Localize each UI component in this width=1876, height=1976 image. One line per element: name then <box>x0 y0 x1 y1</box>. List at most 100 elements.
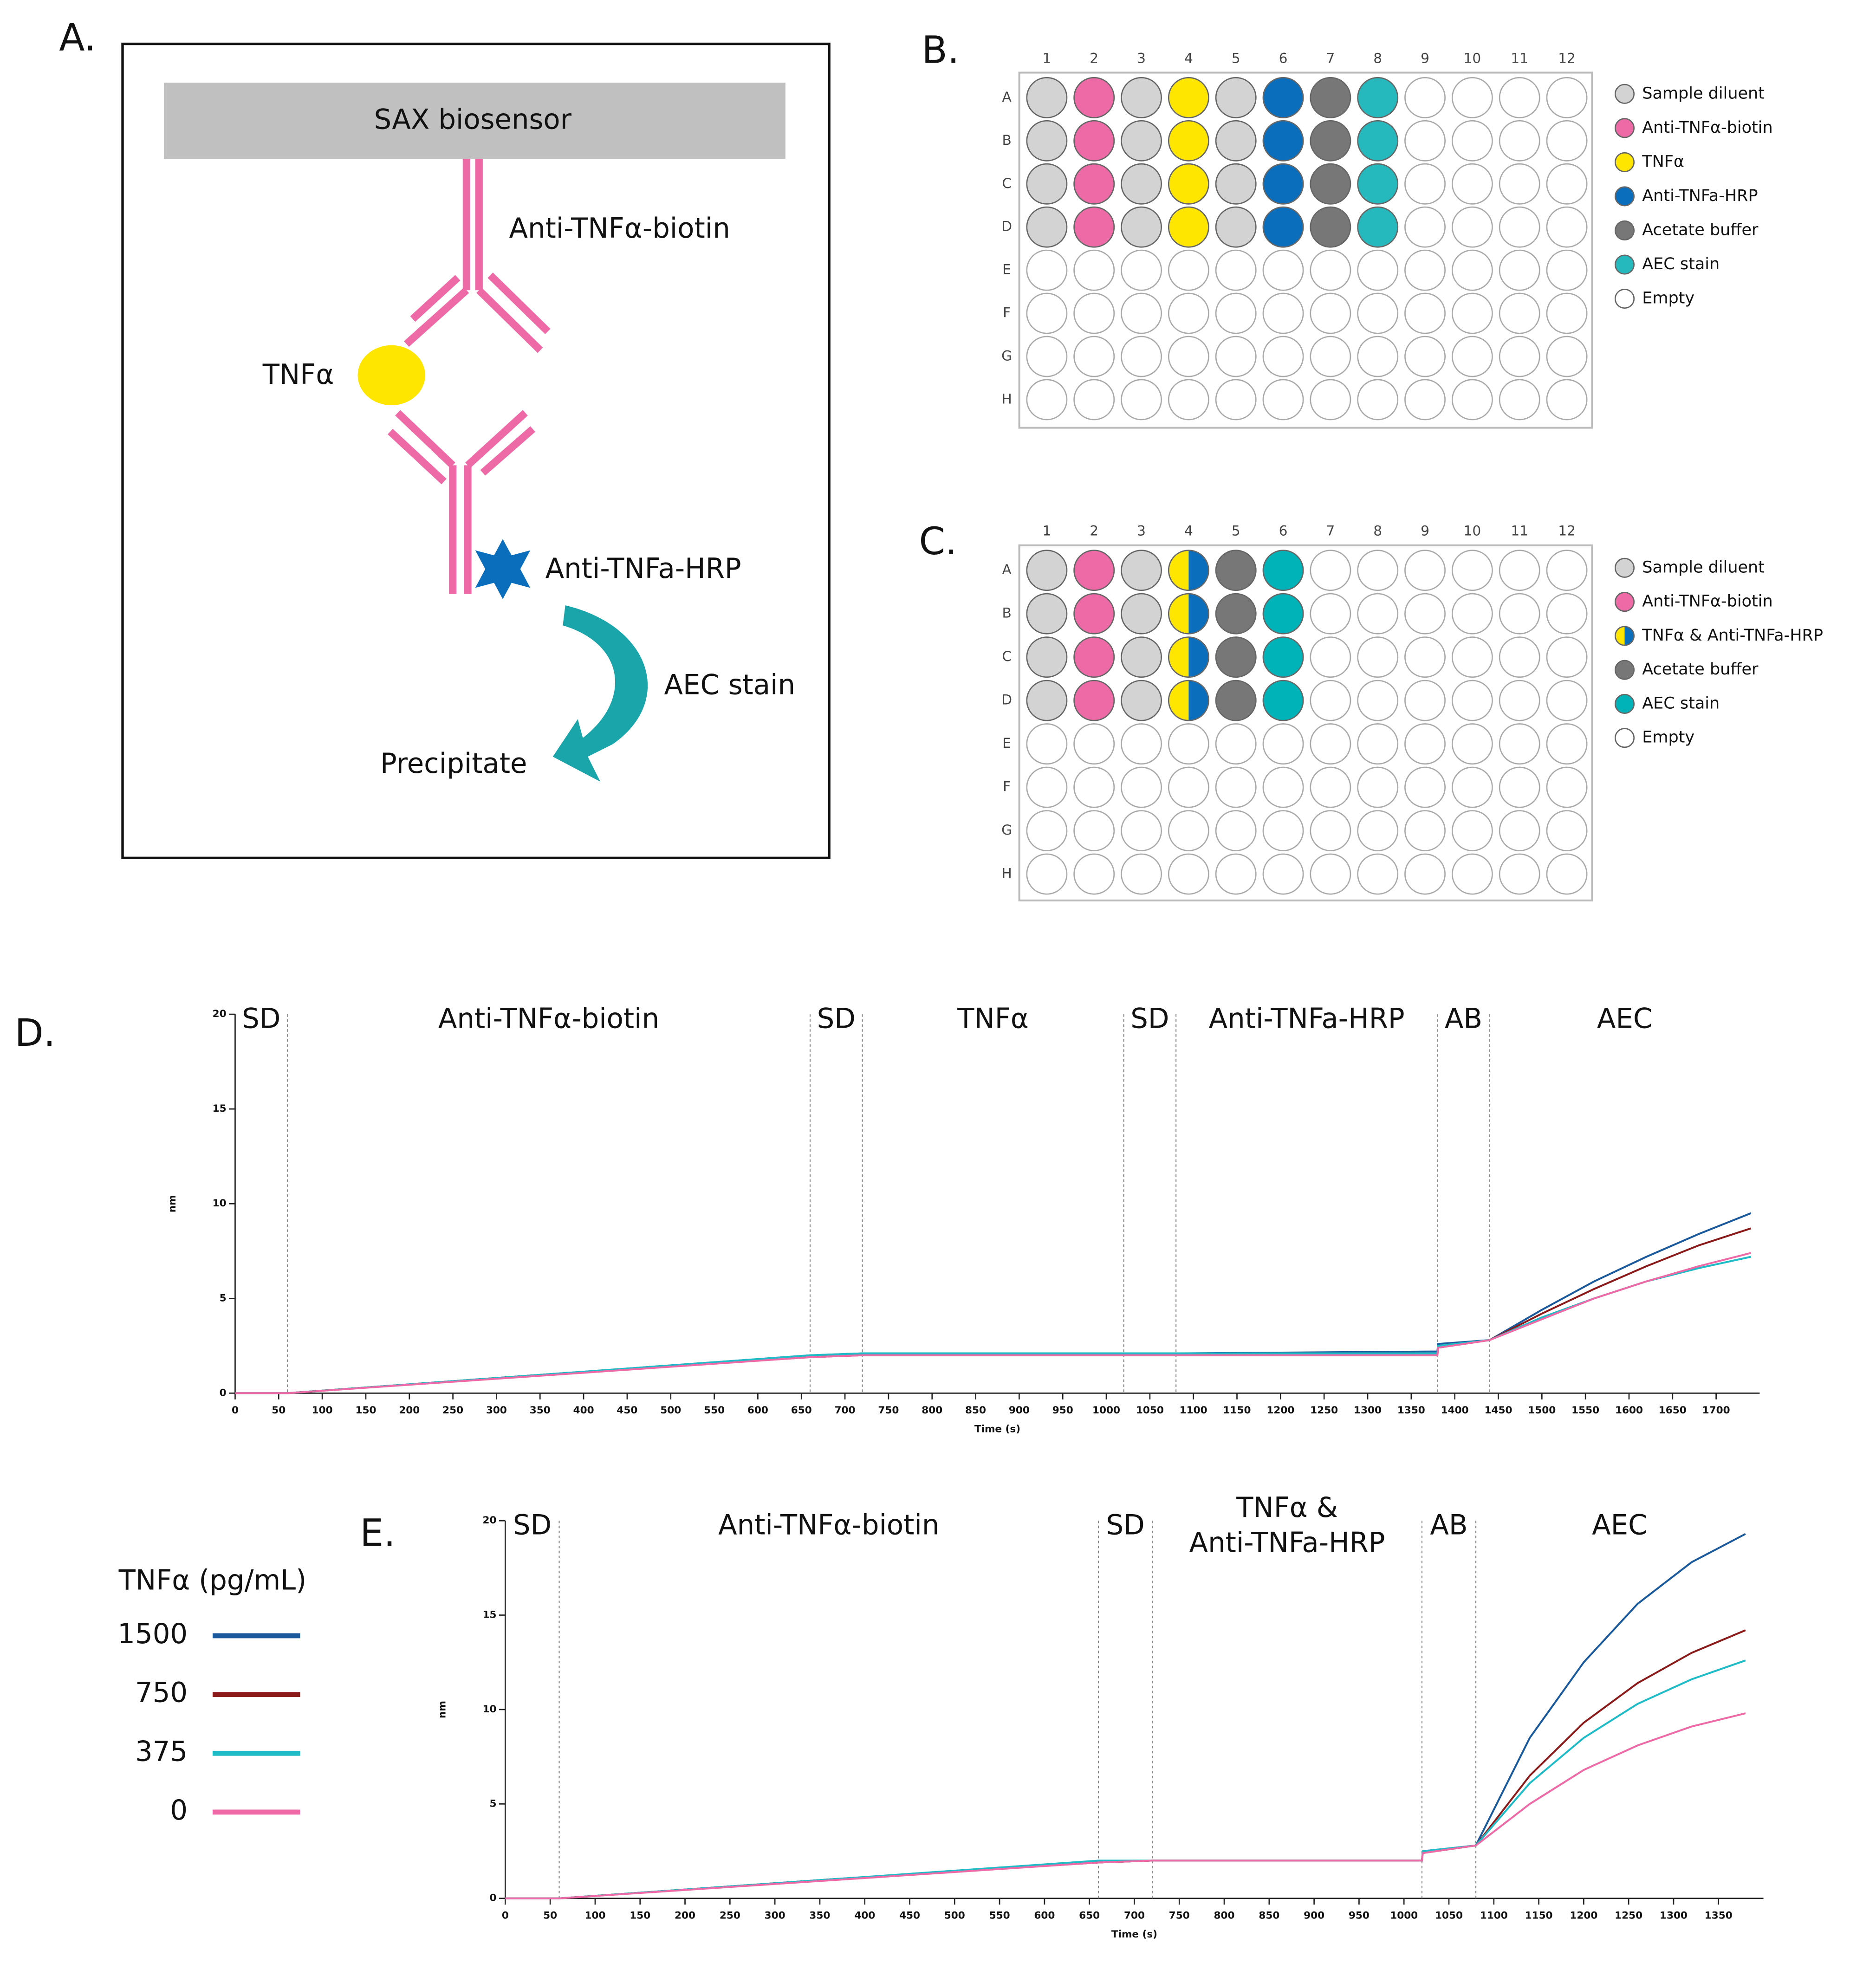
biosensor-label: SAX biosensor <box>374 104 572 136</box>
x-tick-label: 200 <box>399 1405 420 1416</box>
x-tick-label: 700 <box>835 1405 856 1416</box>
y-axis-title: nm <box>437 1701 448 1718</box>
well <box>1073 292 1115 334</box>
series-line <box>235 1252 1752 1394</box>
row-label: G <box>1001 822 1012 838</box>
well <box>1499 636 1540 678</box>
y-tick-label: 15 <box>213 1103 227 1114</box>
panel-label: C. <box>919 520 957 564</box>
column-label: 3 <box>1137 50 1146 66</box>
x-tick-label: 650 <box>1079 1910 1100 1921</box>
well <box>1215 336 1257 377</box>
well <box>1121 206 1162 248</box>
well <box>1262 550 1304 591</box>
x-tick-label: 1050 <box>1136 1405 1164 1416</box>
column-label: 4 <box>1184 523 1193 539</box>
well <box>1357 77 1399 118</box>
well <box>1310 292 1351 334</box>
row-label: F <box>1003 778 1011 795</box>
well <box>1499 163 1540 205</box>
y-tick-label: 10 <box>213 1198 227 1209</box>
well <box>1614 728 1635 748</box>
x-tick-label: 1450 <box>1484 1405 1512 1416</box>
well <box>1404 163 1446 205</box>
well <box>1499 336 1540 377</box>
well <box>1121 853 1162 895</box>
well <box>1404 249 1446 291</box>
x-tick-label: 700 <box>1124 1910 1145 1921</box>
well <box>1262 163 1304 205</box>
well <box>1215 249 1257 291</box>
well <box>1026 593 1068 635</box>
x-tick-label: 750 <box>1169 1910 1190 1921</box>
well <box>1121 550 1162 591</box>
well <box>1121 120 1162 162</box>
column-label: 5 <box>1232 50 1240 66</box>
column-label: 2 <box>1090 523 1098 539</box>
legend-label: Sample diluent <box>1642 84 1765 103</box>
well <box>1546 379 1588 421</box>
row-label: D <box>1001 692 1012 708</box>
well <box>1404 120 1446 162</box>
legend-label: Sample diluent <box>1642 557 1765 577</box>
well <box>1357 766 1399 808</box>
x-tick-label: 1200 <box>1266 1405 1294 1416</box>
plate <box>1018 544 1593 901</box>
well <box>1451 593 1493 635</box>
column-label: 10 <box>1464 523 1481 539</box>
well <box>1262 206 1304 248</box>
x-tick-label: 350 <box>530 1405 551 1416</box>
x-tick-label: 650 <box>791 1405 812 1416</box>
well <box>1168 163 1209 205</box>
well <box>1121 766 1162 808</box>
well <box>1499 810 1540 852</box>
well <box>1168 379 1209 421</box>
well <box>1262 120 1304 162</box>
column-label: 12 <box>1558 50 1576 66</box>
legend-label: Anti-TNFα-biotin <box>1642 592 1773 611</box>
well <box>1451 810 1493 852</box>
y-tick-label: 15 <box>483 1609 497 1621</box>
x-tick-label: 100 <box>584 1910 605 1921</box>
well <box>1310 636 1351 678</box>
well <box>1546 120 1588 162</box>
well <box>1121 77 1162 118</box>
well <box>1073 593 1115 635</box>
well <box>1026 810 1068 852</box>
well-half <box>1188 637 1209 677</box>
well <box>1404 680 1446 721</box>
well <box>1262 336 1304 377</box>
series-line <box>505 1629 1746 1899</box>
well <box>1614 557 1635 578</box>
well <box>1215 163 1257 205</box>
x-tick-label: 1250 <box>1310 1405 1338 1416</box>
well <box>1357 249 1399 291</box>
well <box>1121 593 1162 635</box>
well <box>1026 206 1068 248</box>
phase-label: SD <box>1106 1509 1144 1541</box>
phase-label: AB <box>1430 1509 1467 1541</box>
well <box>1614 152 1635 172</box>
well <box>1310 593 1351 635</box>
x-tick-label: 850 <box>1259 1910 1279 1921</box>
well <box>1026 120 1068 162</box>
well <box>1310 249 1351 291</box>
well <box>1451 120 1493 162</box>
x-tick-label: 1100 <box>1480 1910 1508 1921</box>
x-tick-label: 800 <box>1214 1910 1235 1921</box>
well <box>1310 379 1351 421</box>
phase-label: SD <box>1130 1003 1169 1035</box>
well <box>1168 766 1209 808</box>
series-line <box>235 1256 1752 1394</box>
capture-label: Anti-TNFα-biotin <box>509 212 730 244</box>
well <box>1310 550 1351 591</box>
well <box>1451 766 1493 808</box>
well <box>1168 206 1209 248</box>
x-tick-label: 1250 <box>1615 1910 1642 1921</box>
x-tick-label: 150 <box>630 1910 650 1921</box>
well <box>1262 593 1304 635</box>
well <box>1614 289 1635 309</box>
x-tick-label: 1550 <box>1571 1405 1599 1416</box>
well <box>1404 550 1446 591</box>
